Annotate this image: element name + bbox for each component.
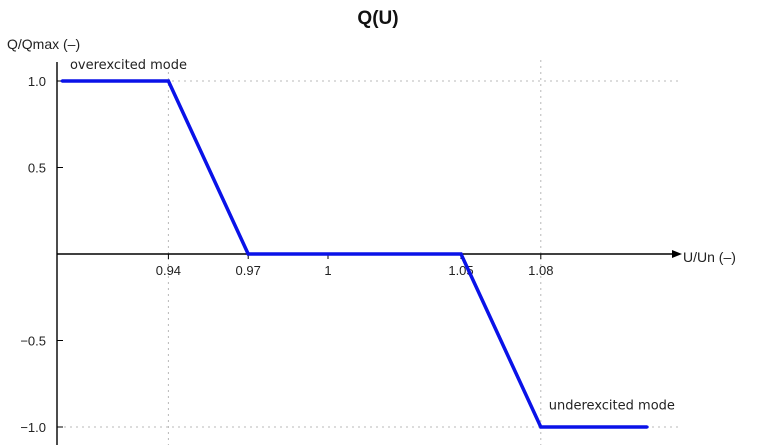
- series-point: [539, 425, 543, 429]
- tick-labels: 1.00.5−0.5−1.00.94 0.97 1 1.05 1.08: [20, 74, 553, 435]
- series-point: [166, 79, 170, 83]
- x-tick-label: 0.97: [236, 263, 261, 278]
- x-tick-label: 1.08: [528, 263, 553, 278]
- series-line: [62, 79, 648, 429]
- y-tick-label: −1.0: [20, 420, 46, 435]
- annotations: overexcited mode underexcited mode: [70, 58, 675, 414]
- series-point: [645, 425, 649, 429]
- annotation-underexcited: underexcited mode: [549, 399, 675, 414]
- series-point: [246, 252, 250, 256]
- x-tick-label: 1: [324, 263, 331, 278]
- x-axis-label: U/Un (–): [683, 249, 736, 265]
- chart-title: Q(U): [357, 8, 398, 29]
- x-axis-arrow-icon: [672, 250, 682, 258]
- y-tick-label: 0.5: [28, 161, 46, 176]
- x-tick-label: 0.94: [156, 263, 181, 278]
- series-layer: [60, 79, 649, 429]
- series-point: [459, 252, 463, 256]
- series-point: [60, 79, 64, 83]
- y-tick-label: 1.0: [28, 74, 46, 89]
- y-axis-label: Q/Qmax (–): [7, 36, 80, 52]
- y-tick-label: −0.5: [20, 334, 46, 349]
- annotation-overexcited: overexcited mode: [70, 58, 187, 73]
